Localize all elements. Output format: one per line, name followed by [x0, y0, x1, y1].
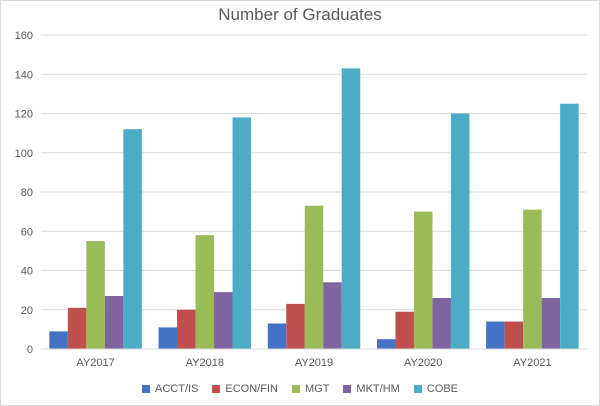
bar-cobe-ay2021 [560, 103, 579, 349]
y-tick-label: 60 [21, 226, 33, 238]
bar-acct-is-ay2017 [49, 331, 68, 349]
bar-acct-is-ay2021 [486, 321, 505, 349]
bar-cobe-ay2020 [450, 113, 470, 349]
legend-swatch [343, 385, 352, 393]
bar-cobe-ay2018 [232, 117, 252, 349]
bar-econ-fin-ay2020 [395, 311, 414, 349]
chart-title: Number of Graduates [218, 5, 382, 24]
bar-mkt-hm-ay2018 [214, 292, 233, 349]
bar-mgt-ay2020 [413, 211, 433, 349]
bar-econ-fin-ay2021 [504, 321, 524, 349]
bar-mgt-ay2017 [86, 241, 105, 349]
legend-item: MGT [291, 383, 330, 395]
y-tick-label: 40 [21, 266, 33, 278]
bar-mkt-hm-ay2020 [432, 297, 451, 349]
bar-mkt-hm-ay2021 [541, 297, 561, 349]
y-tick-label: 100 [15, 148, 33, 160]
bar-mkt-hm-ay2019 [323, 282, 342, 349]
legend-swatch [142, 385, 150, 393]
y-tick-label: 140 [15, 69, 33, 81]
x-tick-label: AY2021 [513, 357, 551, 369]
legend-swatch [212, 385, 221, 393]
bar-cobe-ay2017 [123, 129, 142, 349]
legend-item: MKT/HM [343, 383, 400, 395]
bar-acct-is-ay2020 [376, 339, 396, 349]
legend-swatch [291, 385, 300, 393]
legend-label: COBE [426, 383, 458, 395]
bar-acct-is-ay2018 [158, 327, 178, 349]
y-tick-label: 160 [15, 30, 33, 42]
x-tick-label: AY2019 [295, 357, 333, 369]
legend-label: MKT/HM [356, 383, 400, 395]
bar-mkt-hm-ay2017 [104, 296, 124, 349]
bar-acct-is-ay2019 [267, 323, 287, 349]
bar-mgt-ay2021 [523, 209, 542, 349]
y-tick-label: 20 [21, 305, 33, 317]
legend-item: ACCT/IS [142, 383, 198, 395]
x-tick-label: AY2020 [404, 357, 442, 369]
bar-cobe-ay2019 [341, 68, 361, 350]
bar-econ-fin-ay2018 [177, 309, 196, 349]
bar-mgt-ay2019 [304, 205, 324, 349]
chart-legend: ACCT/IS ECON/FIN MGT MKT/HM COBE [1, 383, 599, 395]
legend-swatch [413, 385, 422, 393]
legend-label: MGT [304, 383, 330, 395]
bar-econ-fin-ay2017 [67, 307, 87, 349]
legend-label: ACCT/IS [155, 383, 199, 395]
y-tick-label: 0 [27, 344, 33, 356]
legend-label: ECON/FIN [225, 383, 278, 395]
y-tick-label: 80 [21, 187, 33, 199]
bar-mgt-ay2018 [195, 235, 215, 349]
x-tick-label: AY2017 [76, 357, 114, 369]
x-tick-label: AY2018 [186, 357, 224, 369]
bar-econ-fin-ay2019 [286, 303, 305, 349]
y-tick-label: 120 [15, 109, 33, 121]
legend-item: ECON/FIN [212, 383, 278, 395]
legend-item: COBE [413, 383, 458, 395]
